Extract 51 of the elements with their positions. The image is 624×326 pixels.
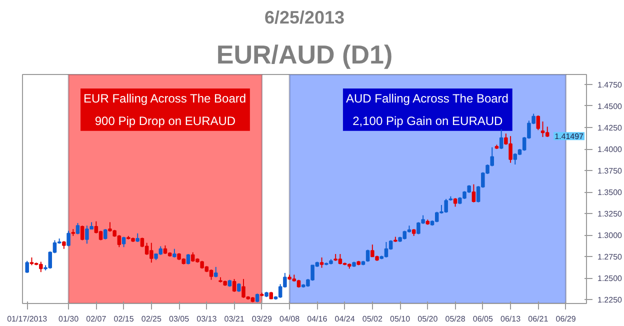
x-tick-label: 05/10	[390, 314, 411, 324]
candlestick	[320, 256, 324, 268]
candlestick	[25, 260, 29, 274]
candlestick	[186, 254, 190, 265]
candlestick	[209, 269, 214, 280]
candlestick	[80, 225, 84, 241]
x-tick-label: 06/21	[528, 314, 549, 324]
x-tick-label: 06/05	[472, 314, 494, 324]
y-tick-label: 1.4500	[598, 102, 623, 111]
y-tick-label: 1.3000	[598, 231, 623, 240]
x-tick-label: 05/02	[362, 314, 383, 324]
y-tick-label: 1.4250	[598, 124, 623, 133]
candlestick	[66, 230, 70, 247]
candlestick	[499, 128, 504, 150]
x-tick-label: 02/07	[86, 314, 107, 324]
x-tick-label: 01/17/2013	[7, 314, 48, 324]
band-label: EUR Falling Across The Board 900 Pip Drop on EURAUD	[84, 92, 246, 128]
y-tick-label: 1.3500	[598, 188, 623, 198]
band-label: AUD Falling Across The Board 2,100 Pip Gain on EURAUD	[346, 92, 508, 128]
chart-subtitle: 6/25/2013	[264, 8, 345, 28]
x-tick-label: 04/08	[280, 314, 300, 324]
chart-title: EUR/AUD (D1)	[216, 40, 393, 70]
x-tick-label: 04/24	[334, 314, 356, 324]
y-tick-label: 1.4750	[598, 80, 623, 90]
x-tick-label: 06/13	[500, 314, 522, 324]
x-tick-label: 03/29	[252, 314, 272, 324]
y-tick-label: 1.3250	[598, 210, 623, 219]
x-tick-label: 03/21	[224, 314, 245, 324]
annotation: 1.41497	[554, 132, 584, 142]
candlestick	[472, 184, 476, 203]
candlestick	[366, 249, 370, 262]
y-tick-label: 1.2250	[598, 296, 623, 305]
y-tick-label: 1.4000	[598, 145, 623, 154]
x-tick-label: 05/20	[418, 314, 438, 324]
x-tick-label: 02/25	[141, 314, 162, 324]
y-tick-label: 1.2500	[598, 274, 623, 284]
candlestick	[232, 278, 236, 292]
y-tick-label: 1.3750	[598, 166, 623, 176]
candlestick	[540, 120, 545, 138]
candlestick	[536, 114, 540, 131]
x-tick-label: 02/15	[114, 314, 134, 324]
x-tick-label: 03/05	[169, 314, 190, 324]
candlestick	[545, 126, 550, 138]
x-tick-label: 06/29	[556, 314, 576, 324]
candlestick	[214, 266, 218, 278]
candlestick	[103, 228, 108, 240]
x-tick-label: 05/28	[445, 314, 466, 324]
y-tick-label: 1.2750	[598, 252, 623, 262]
x-tick-label: 03/13	[196, 314, 218, 324]
x-tick-label: 04/16	[307, 314, 328, 324]
x-tick-label: 01/30	[58, 314, 80, 324]
